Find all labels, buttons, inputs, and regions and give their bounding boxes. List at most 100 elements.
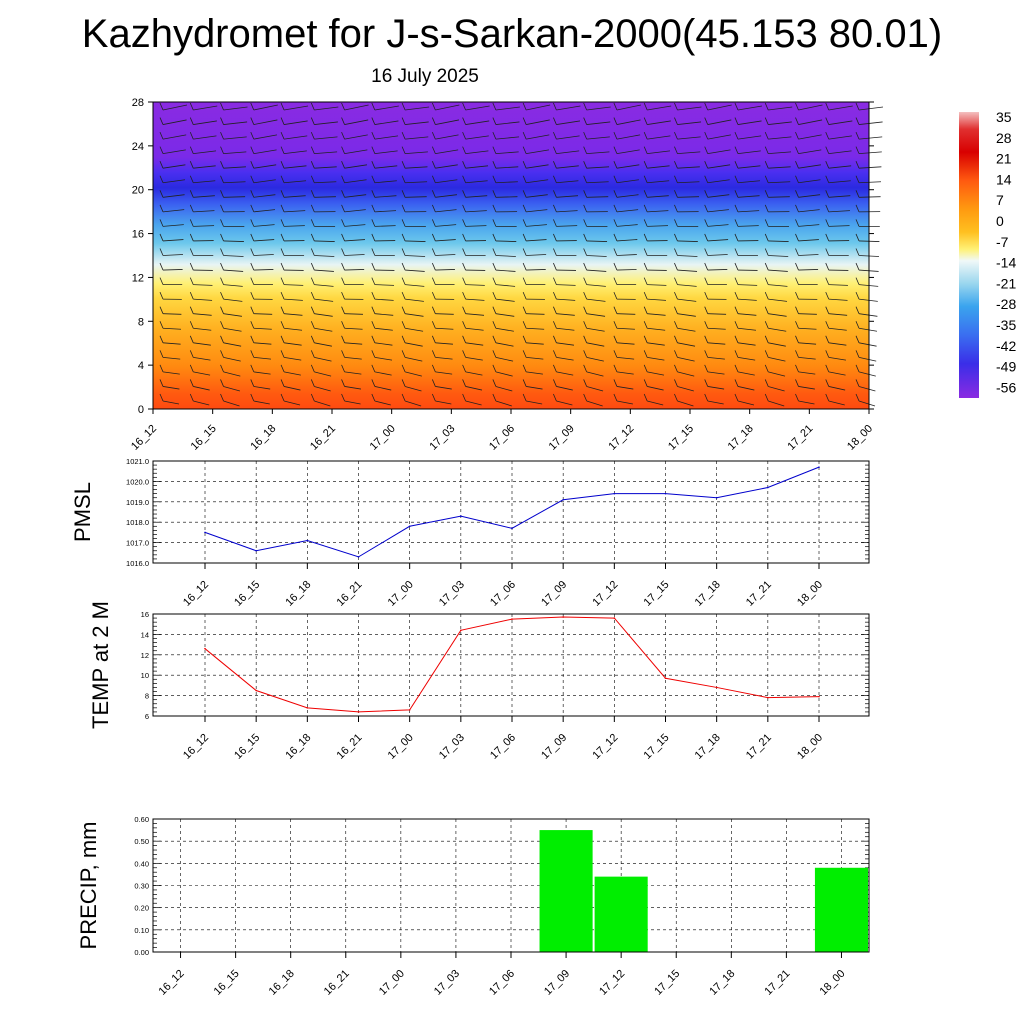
wind-barb <box>374 165 398 169</box>
wind-barb-feather <box>220 102 224 111</box>
wind-barb-feather <box>431 306 436 314</box>
x-tick-label: 16_21 <box>335 732 365 762</box>
wind-barb <box>435 371 453 375</box>
temp-panel: 6 8 10 12 14 16 16_12 16_15 16_18 16_21 17_00 17_03… <box>88 601 870 762</box>
wind-barb-feather <box>795 306 799 314</box>
wind-barb-feather <box>310 219 315 227</box>
wind-barb-feather <box>462 306 466 314</box>
wind-barb-feather <box>553 117 557 125</box>
x-tick-label: 16_12 <box>157 968 187 998</box>
wind-barb-feather <box>613 117 618 125</box>
wind-barb-feather <box>674 262 678 271</box>
heatmap-x-tick-label: 17_15 <box>666 423 696 453</box>
wind-barb <box>284 284 304 286</box>
wind-barb-feather <box>734 291 739 300</box>
wind-barb-feather <box>613 335 618 343</box>
y-tick-label: 0.10 <box>134 926 149 935</box>
y-tick-label: 1020.0 <box>126 477 149 486</box>
wind-barb <box>768 166 791 169</box>
wind-barb <box>223 400 240 407</box>
wind-barb-feather <box>764 146 769 154</box>
colorbar-label: -14 <box>996 255 1016 271</box>
colorbar-label: -7 <box>996 234 1009 250</box>
wind-barb-feather <box>583 190 588 198</box>
wind-barb <box>858 298 878 302</box>
wind-barb-feather <box>795 204 799 213</box>
wind-barb <box>707 400 724 405</box>
wind-barb-feather <box>431 175 436 183</box>
wind-barb-feather <box>341 335 345 343</box>
x-tick-label: 16_21 <box>322 968 352 998</box>
wind-barb <box>768 136 792 140</box>
wind-barb <box>707 104 732 111</box>
wind-barb <box>374 135 399 140</box>
wind-barb <box>435 356 453 360</box>
wind-barb <box>647 298 666 301</box>
wind-barb-feather <box>613 161 618 169</box>
wind-barb <box>374 120 399 125</box>
wind-barb-feather <box>855 335 860 343</box>
wind-barb <box>344 164 368 169</box>
wind-barb <box>556 400 573 406</box>
wind-barb-feather <box>462 350 466 358</box>
wind-barb <box>253 386 271 390</box>
wind-barb-feather <box>764 321 769 329</box>
wind-barb-feather <box>855 277 860 285</box>
data-point <box>715 496 718 499</box>
wind-barb <box>586 400 603 407</box>
wind-barb-feather <box>431 277 436 285</box>
wind-barb <box>162 134 187 140</box>
wind-barb <box>405 166 428 169</box>
wind-barb-feather <box>220 146 224 154</box>
wind-barb <box>526 356 544 360</box>
wind-barb-feather <box>189 204 194 213</box>
wind-barb-feather <box>371 248 376 256</box>
wind-barb <box>223 269 244 272</box>
wind-barb <box>495 151 519 155</box>
x-tick-label: 17_09 <box>539 579 569 609</box>
wind-barb <box>314 255 335 257</box>
wind-barb-feather <box>704 146 709 154</box>
wind-barb <box>314 400 331 407</box>
wind-barb-feather <box>341 291 345 300</box>
wind-barb-feather <box>674 175 678 183</box>
wind-barb <box>616 224 638 227</box>
wind-barb-feather <box>522 350 527 358</box>
wind-barb <box>374 313 394 316</box>
wind-barb-feather <box>280 102 285 111</box>
wind-barb-feather <box>159 248 164 256</box>
wind-barb-feather <box>795 146 799 154</box>
wind-barb <box>314 327 333 332</box>
wind-barb <box>556 284 576 286</box>
wind-barb-feather <box>189 335 194 343</box>
wind-barb-feather <box>341 248 345 256</box>
wind-barb <box>405 342 423 347</box>
wind-barb-feather <box>613 175 618 183</box>
wind-barb <box>435 400 452 405</box>
wind-barb <box>526 149 549 155</box>
wind-barb-feather <box>825 233 830 242</box>
wind-barb <box>798 224 820 227</box>
wind-barb <box>344 224 366 227</box>
wind-barb-feather <box>855 306 860 314</box>
wind-barb <box>314 181 337 184</box>
y-tick-label: 1018.0 <box>126 518 149 527</box>
wind-barb <box>586 284 606 287</box>
wind-barb <box>737 284 758 286</box>
wind-barb-feather <box>674 146 678 154</box>
wind-barb <box>283 371 301 376</box>
wind-barb-feather <box>855 364 860 373</box>
wind-barb <box>798 386 815 390</box>
wind-barb <box>556 120 581 125</box>
wind-barb <box>344 342 363 345</box>
wind-barb-feather <box>553 233 557 242</box>
wind-barb-feather <box>613 321 618 329</box>
wind-barb-feather <box>189 321 194 329</box>
wind-barb <box>647 371 665 376</box>
wind-barb <box>647 135 671 140</box>
wind-barb <box>586 166 610 169</box>
wind-barb <box>223 255 244 257</box>
wind-barb-feather <box>189 117 194 125</box>
wind-barb-feather <box>734 131 739 140</box>
wind-barb-feather <box>734 321 739 329</box>
